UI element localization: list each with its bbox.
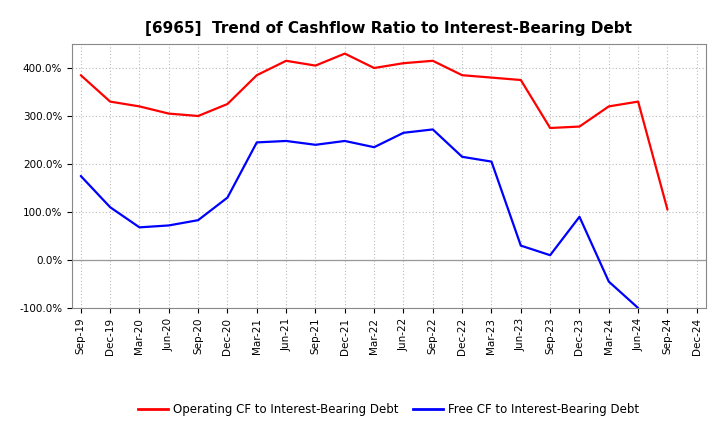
Title: [6965]  Trend of Cashflow Ratio to Interest-Bearing Debt: [6965] Trend of Cashflow Ratio to Intere…	[145, 21, 632, 36]
Legend: Operating CF to Interest-Bearing Debt, Free CF to Interest-Bearing Debt: Operating CF to Interest-Bearing Debt, F…	[133, 398, 644, 421]
